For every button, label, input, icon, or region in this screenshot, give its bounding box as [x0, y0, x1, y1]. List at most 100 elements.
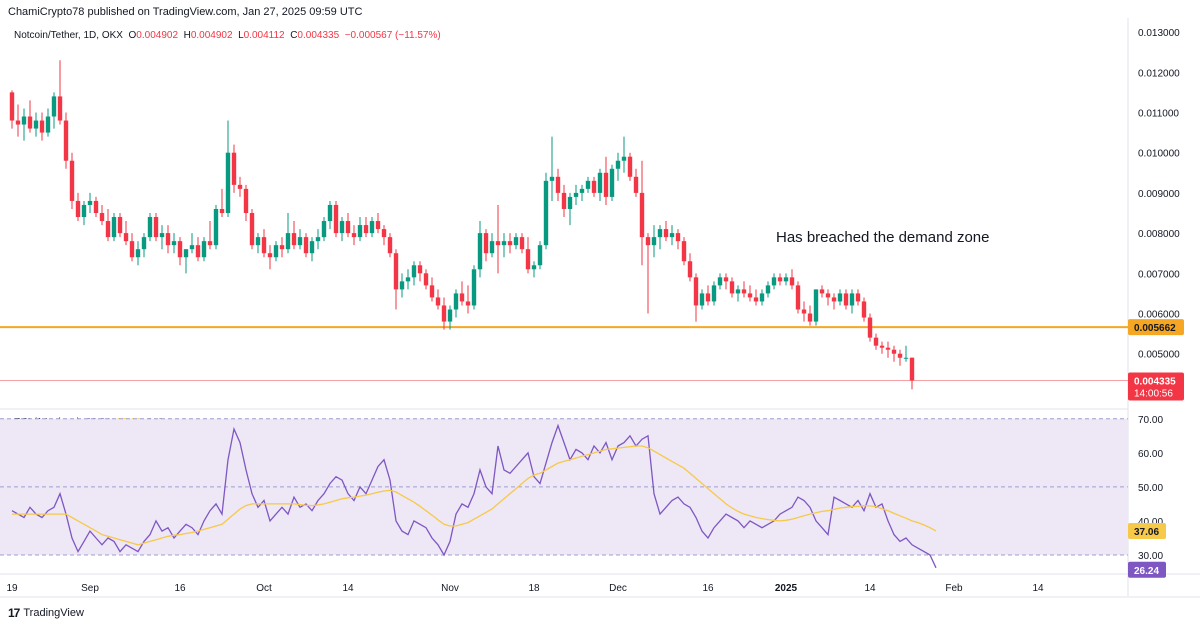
candle-body — [33, 120, 39, 129]
time-tick-label: 16 — [174, 583, 186, 594]
candle-body — [519, 237, 525, 250]
candle-body — [897, 353, 903, 358]
candle-body — [837, 293, 843, 302]
candle-body — [327, 204, 333, 222]
rsi-tag-label: 26.24 — [1134, 566, 1159, 577]
rsi-ma-tag — [1128, 522, 1166, 539]
rsi-tick-label: 40.00 — [1138, 517, 1163, 528]
rsi-series-line — [11, 423, 937, 569]
price-tick-label: 0.005000 — [1138, 350, 1180, 361]
candle-body — [345, 221, 351, 234]
candle-body — [297, 237, 303, 246]
candle-body — [387, 237, 393, 254]
candle-body — [303, 237, 309, 254]
candle-body — [483, 233, 489, 254]
low-label: L — [238, 30, 244, 41]
candle-body — [645, 237, 651, 246]
candle-body — [51, 96, 57, 117]
candle-body — [99, 213, 105, 222]
change-value: −0.000567 (−11.57%) — [344, 30, 441, 41]
candle-body — [207, 241, 213, 246]
demand-level-label: 0.005662 — [1134, 323, 1176, 334]
candle-body — [285, 233, 291, 250]
price-legend: Notcoin/Tether, 1D, OKX O0.004902 H0.004… — [14, 30, 441, 41]
candle-body — [675, 233, 681, 242]
candle-body — [171, 241, 177, 246]
time-tick-label: Oct — [256, 583, 272, 594]
candle-body — [459, 293, 465, 302]
candle-body — [129, 241, 135, 258]
candle-body — [141, 237, 147, 250]
candle-body — [537, 245, 543, 266]
price-tick-label: 0.007000 — [1138, 269, 1180, 280]
candle-body — [855, 293, 861, 302]
candle-body — [243, 188, 249, 213]
close-value: 0.004335 — [297, 30, 340, 41]
candle-body — [87, 200, 93, 205]
candle-body — [255, 237, 261, 246]
candle-body — [729, 281, 735, 294]
price-tick-label: 0.006000 — [1138, 310, 1180, 321]
candle-body — [81, 204, 87, 218]
candle-body — [477, 233, 483, 270]
candle-body — [111, 217, 117, 238]
candle-body — [819, 289, 825, 294]
candle-body — [189, 245, 195, 250]
candle-body — [123, 233, 129, 242]
candle-body — [453, 293, 459, 310]
candle-body — [183, 249, 189, 258]
candle-body — [69, 160, 75, 201]
candle-body — [495, 241, 501, 246]
time-tick-label: Nov — [441, 583, 459, 594]
candle-body — [801, 309, 807, 314]
candle-body — [771, 277, 777, 286]
candle-body — [273, 245, 279, 258]
candle-body — [93, 200, 99, 213]
price-tick-label: 0.009000 — [1138, 189, 1180, 200]
candle-body — [357, 225, 363, 238]
candle-body — [507, 241, 513, 246]
candle-body — [513, 237, 519, 246]
candle-body — [435, 297, 441, 306]
rsi-ma-series-line — [12, 445, 937, 546]
candle-body — [699, 293, 705, 306]
candle-body — [363, 225, 369, 234]
candle-body — [555, 176, 561, 193]
candle-body — [117, 217, 123, 234]
chart-annotation: Has breached the demand zone — [776, 229, 990, 246]
rsi-tick-label: 30.00 — [1138, 551, 1163, 562]
candle-body — [267, 253, 273, 258]
candle-body — [429, 285, 435, 298]
candle-body — [795, 285, 801, 310]
candle-body — [351, 233, 357, 238]
time-tick-label: Dec — [609, 583, 627, 594]
candle-body — [393, 253, 399, 290]
candle-body — [621, 156, 627, 161]
candle-body — [741, 289, 747, 294]
candle-body — [843, 293, 849, 306]
candle-body — [591, 180, 597, 193]
candle-body — [201, 241, 207, 258]
candle-body — [579, 188, 585, 193]
rsi-tick-label: 60.00 — [1138, 449, 1163, 460]
candle-body — [219, 208, 225, 213]
candle-body — [615, 160, 621, 169]
candle-body — [909, 357, 915, 381]
candle-body — [195, 245, 201, 258]
candle-body — [399, 281, 405, 290]
candle-body — [309, 241, 315, 254]
candle-body — [879, 345, 885, 348]
footer: 17 TradingView — [8, 606, 84, 620]
candle-body — [561, 192, 567, 209]
candle-body — [417, 265, 423, 274]
candle-body — [831, 297, 837, 302]
candle-body — [585, 180, 591, 189]
candle-body — [903, 357, 909, 359]
candle-body — [147, 217, 153, 238]
candle-body — [213, 208, 219, 246]
candle-body — [825, 293, 831, 298]
candle-body — [543, 180, 549, 246]
candle-body — [39, 120, 45, 133]
candle-body — [567, 196, 573, 209]
